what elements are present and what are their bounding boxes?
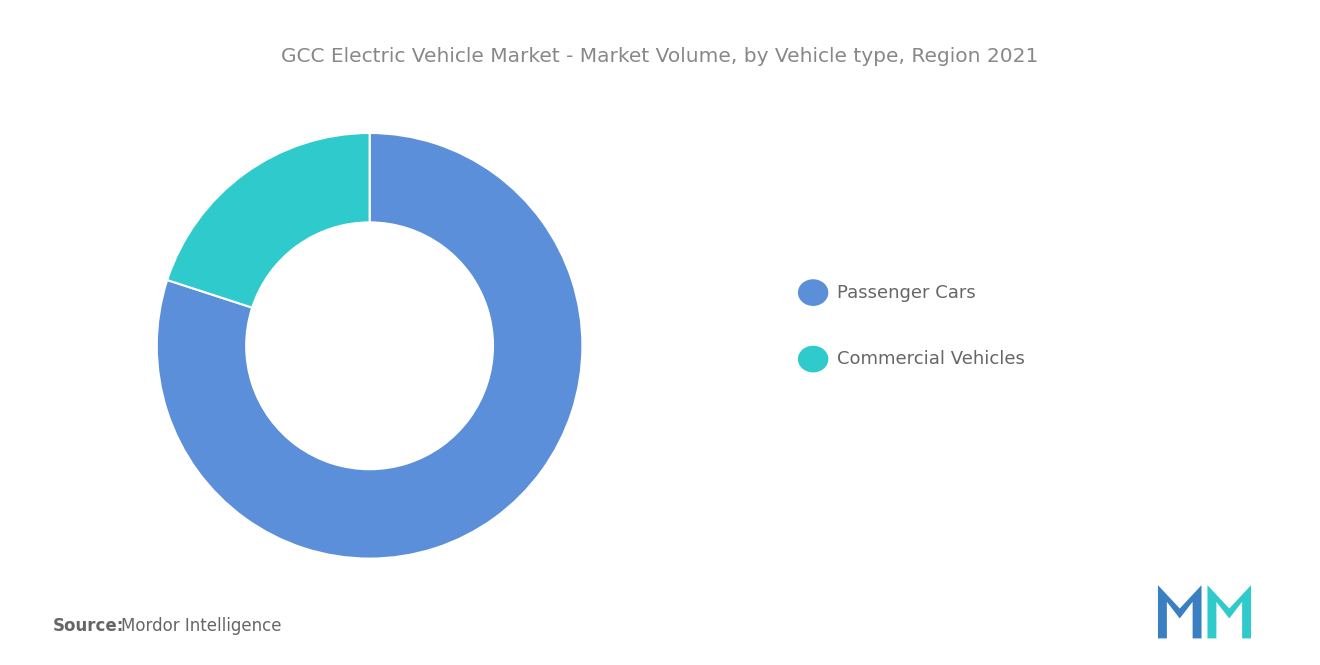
Text: Mordor Intelligence: Mordor Intelligence: [121, 617, 282, 635]
Text: Passenger Cars: Passenger Cars: [837, 283, 975, 302]
Polygon shape: [1158, 585, 1201, 638]
Polygon shape: [1208, 585, 1251, 638]
Text: Commercial Vehicles: Commercial Vehicles: [837, 350, 1024, 368]
Wedge shape: [168, 133, 370, 308]
Wedge shape: [157, 133, 582, 559]
Text: Source:: Source:: [53, 617, 124, 635]
Text: GCC Electric Vehicle Market - Market Volume, by Vehicle type, Region 2021: GCC Electric Vehicle Market - Market Vol…: [281, 47, 1039, 66]
